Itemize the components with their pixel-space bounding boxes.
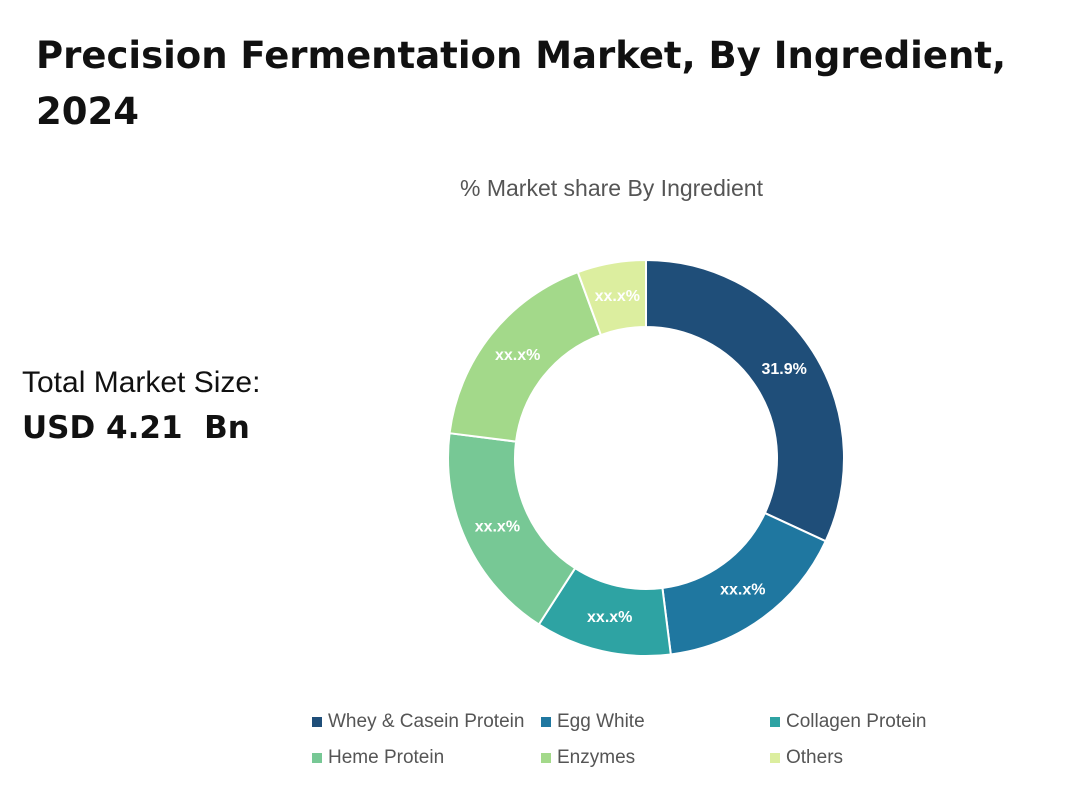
legend-swatch-whey-casein (312, 717, 322, 727)
legend-label-enzymes: Enzymes (557, 747, 636, 768)
legend-swatch-others (770, 753, 780, 763)
slice-label-enzymes: xx.x% (495, 347, 540, 364)
slice-whey-and-casein-protein (645, 258, 845, 543)
legend-label-whey-casein: Whey & Casein Protein (328, 711, 525, 732)
legend-label-others: Others (786, 747, 844, 768)
slice-others (576, 258, 647, 337)
legend-item-whey-casein: Whey & Casein Protein (312, 711, 524, 733)
legend-label-collagen: Collagen Protein (786, 711, 927, 732)
total-market-size-value: USD 4.21 Bn (22, 410, 250, 446)
legend-item-egg-white: Egg White (541, 711, 645, 733)
total-market-size-label: Total Market Size: (22, 366, 261, 399)
legend-swatch-collagen (770, 717, 780, 727)
legend-swatch-heme (312, 753, 322, 763)
legend-label-heme: Heme Protein (328, 747, 445, 768)
legend-item-collagen: Collagen Protein (770, 711, 926, 733)
legend-label-egg-white: Egg White (557, 711, 645, 732)
slice-label-others: xx.x% (595, 288, 640, 305)
legend-swatch-egg-white (541, 717, 551, 727)
legend-item-heme: Heme Protein (312, 747, 444, 769)
legend-swatch-enzymes (541, 753, 551, 763)
slice-label-egg-white: xx.x% (720, 582, 765, 599)
chart-title: Precision Fermentation Market, By Ingred… (36, 34, 1007, 133)
slice-label-whey-and-casein-protein: 31.9% (762, 361, 807, 378)
slice-label-collagen-protein: xx.x% (587, 609, 632, 626)
chart-subtitle: % Market share By Ingredient (460, 175, 763, 201)
slice-label-heme-protein: xx.x% (475, 519, 520, 536)
legend-item-enzymes: Enzymes (541, 747, 635, 769)
legend-item-others: Others (770, 747, 843, 769)
